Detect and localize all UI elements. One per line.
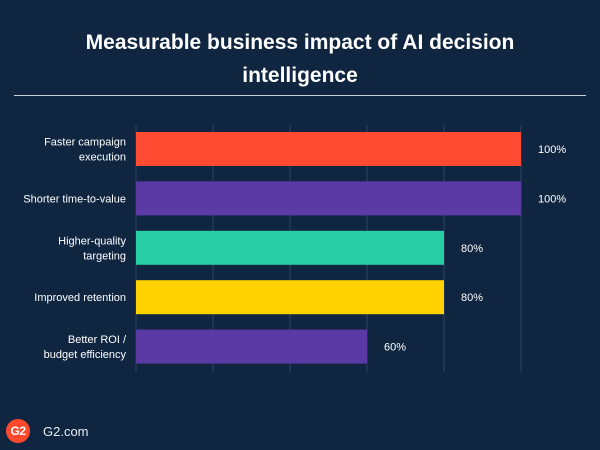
chart-title-line-1: Measurable business impact of AI decisio…: [85, 31, 515, 54]
title-divider: [14, 95, 586, 96]
category-label: Faster campaign: [44, 137, 126, 149]
value-label: 100%: [538, 144, 566, 156]
footer-site: G2.com: [43, 423, 89, 439]
bar: [136, 329, 367, 364]
category-label: budget efficiency: [44, 349, 127, 361]
category-label: Shorter time-to-value: [23, 193, 126, 205]
value-label: 100%: [538, 193, 566, 205]
category-label: targeting: [83, 250, 126, 262]
chart-title-line-2: intelligence: [242, 64, 358, 87]
footer: G2 G2.com: [6, 418, 89, 444]
g2-logo-icon: G2: [6, 419, 30, 443]
g2-logo-text: G2: [10, 424, 26, 438]
value-label: 60%: [384, 342, 406, 354]
bar: [136, 132, 521, 166]
value-label: 80%: [461, 243, 483, 255]
bar: [136, 181, 521, 216]
bar: [136, 230, 444, 265]
category-label: execution: [79, 152, 126, 164]
value-label: 80%: [461, 292, 483, 304]
chart-title: Measurable business impact of AI decisio…: [0, 26, 600, 92]
category-label: Better ROI /: [68, 334, 127, 346]
category-label: Improved retention: [34, 292, 126, 304]
category-label: Higher-quality: [58, 235, 126, 247]
bar: [136, 280, 444, 315]
